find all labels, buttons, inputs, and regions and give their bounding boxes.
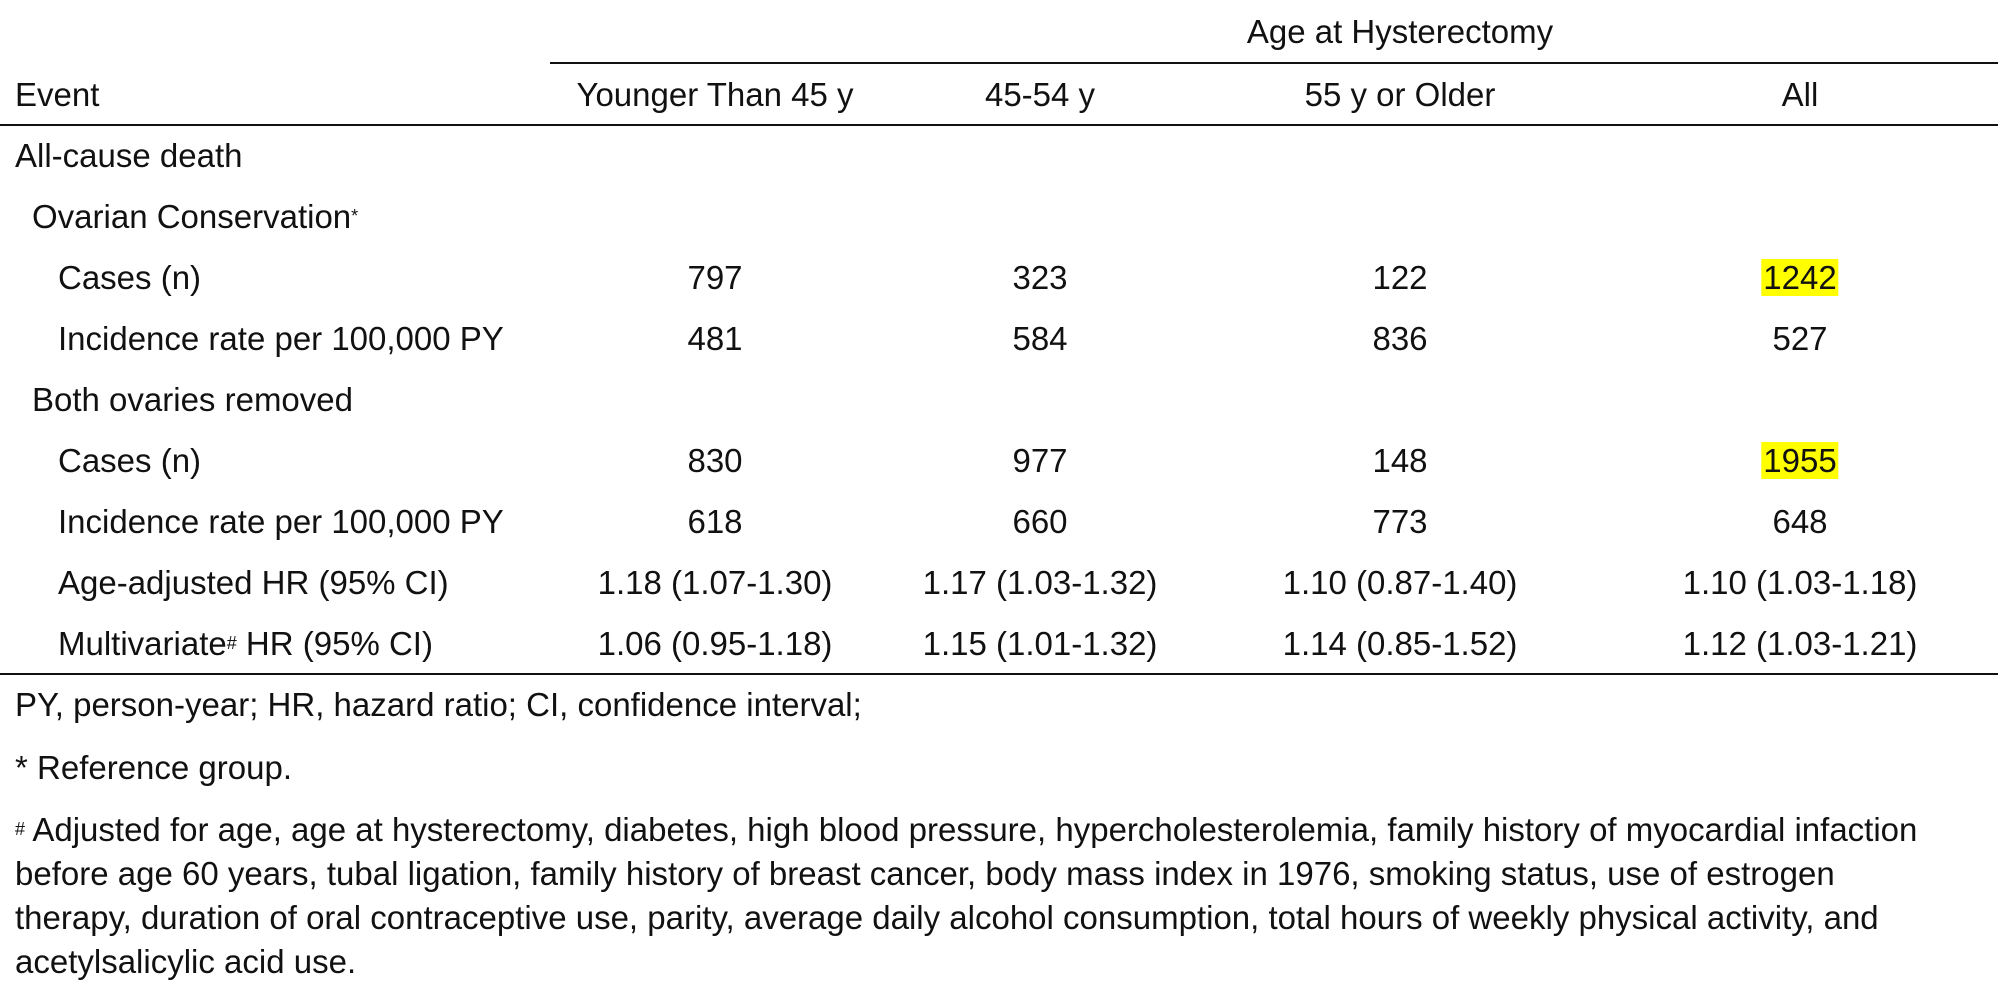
row-label-multivariate-hr: Multivariate# HR (95% CI) [58,624,433,664]
footnote-abbreviations: PY, person-year; HR, hazard ratio; CI, c… [15,686,862,723]
highlight-mark: 1242 [1761,259,1839,296]
cell-value: 1.17 (1.03-1.32) [922,564,1158,601]
row-label-text: Multivariate [58,625,227,662]
cell-value: 1.14 (0.85-1.52) [1282,625,1518,662]
cell-value: 797 [687,259,743,296]
cell-value: 1.18 (1.07-1.30) [597,564,833,601]
cell-value: 977 [1012,442,1068,479]
row-label-incidence-rate: Incidence rate per 100,000 PY [58,503,504,540]
row-label-age-adjusted-hr: Age-adjusted HR (95% CI) [58,564,449,601]
cell-value: 830 [687,442,743,479]
cell-value-highlighted: 1955 [1761,441,1839,481]
col-header-55-or-older: 55 y or Older [1304,76,1496,113]
col-header-45-54: 45-54 y [984,76,1096,113]
cell-value: 122 [1372,259,1428,296]
cell-value: 1.06 (0.95-1.18) [597,625,833,662]
cell-value-highlighted: 1242 [1761,258,1839,298]
cell-value: 1.10 (0.87-1.40) [1282,564,1518,601]
group-header-rule [550,62,1998,64]
cell-value: 648 [1772,503,1828,540]
group-label-text: Ovarian Conservation [32,198,352,235]
cell-value: 660 [1012,503,1068,540]
col-header-all: All [1781,76,1819,113]
cell-value: 1.10 (1.03-1.18) [1682,564,1918,601]
row-label-incidence-rate: Incidence rate per 100,000 PY [58,320,504,357]
cell-value: 618 [687,503,743,540]
adjusted-marker: # [226,633,237,653]
row-label-cases: Cases (n) [58,442,202,479]
group-label-ovarian-conservation: Ovarian Conservation* [32,197,358,237]
cell-value: 773 [1372,503,1428,540]
highlight-mark: 1955 [1761,442,1839,479]
cell-value: 1.12 (1.03-1.21) [1682,625,1918,662]
reference-marker: * [351,206,359,226]
col-header-event: Event [15,76,100,113]
footnote-reference-group: * Reference group. [15,749,293,786]
cell-value: 584 [1012,320,1068,357]
header-bottom-rule [0,124,1998,126]
row-label-cases: Cases (n) [58,259,202,296]
cell-value: 527 [1772,320,1828,357]
adjusted-marker: # [15,819,26,839]
col-header-younger-than-45: Younger Than 45 y [576,76,854,113]
row-label-suffix: HR (95% CI) [236,625,433,662]
table-bottom-rule [0,673,1998,675]
cell-value: 148 [1372,442,1428,479]
group-header-age-at-hysterectomy: Age at Hysterectomy [1246,13,1554,50]
footnote-adjustment-text: Adjusted for age, age at hysterectomy, d… [15,811,1918,980]
cell-value: 1.15 (1.01-1.32) [922,625,1158,662]
cell-value: 481 [687,320,743,357]
footnote-adjustment: # Adjusted for age, age at hysterectomy,… [15,808,1955,984]
section-all-cause-death: All-cause death [15,137,243,174]
group-label-both-ovaries-removed: Both ovaries removed [32,381,353,418]
cell-value: 836 [1372,320,1428,357]
cell-value: 323 [1012,259,1068,296]
